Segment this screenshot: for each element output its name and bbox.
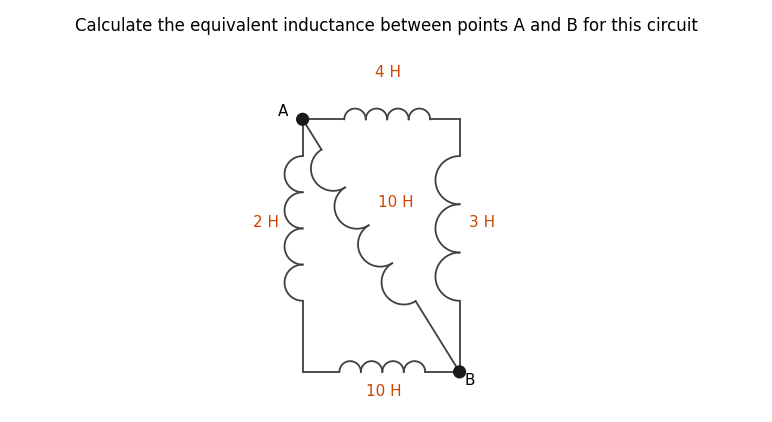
Circle shape [454,366,466,378]
Text: 4 H: 4 H [375,65,401,80]
Text: 3 H: 3 H [469,215,495,230]
Text: A: A [278,104,288,119]
Text: 10 H: 10 H [366,384,401,399]
Text: 10 H: 10 H [378,195,414,210]
Text: B: B [464,373,475,388]
Circle shape [296,114,309,125]
Text: Calculate the equivalent inductance between points A and B for this circuit: Calculate the equivalent inductance betw… [75,17,697,35]
Text: 2 H: 2 H [253,215,279,230]
